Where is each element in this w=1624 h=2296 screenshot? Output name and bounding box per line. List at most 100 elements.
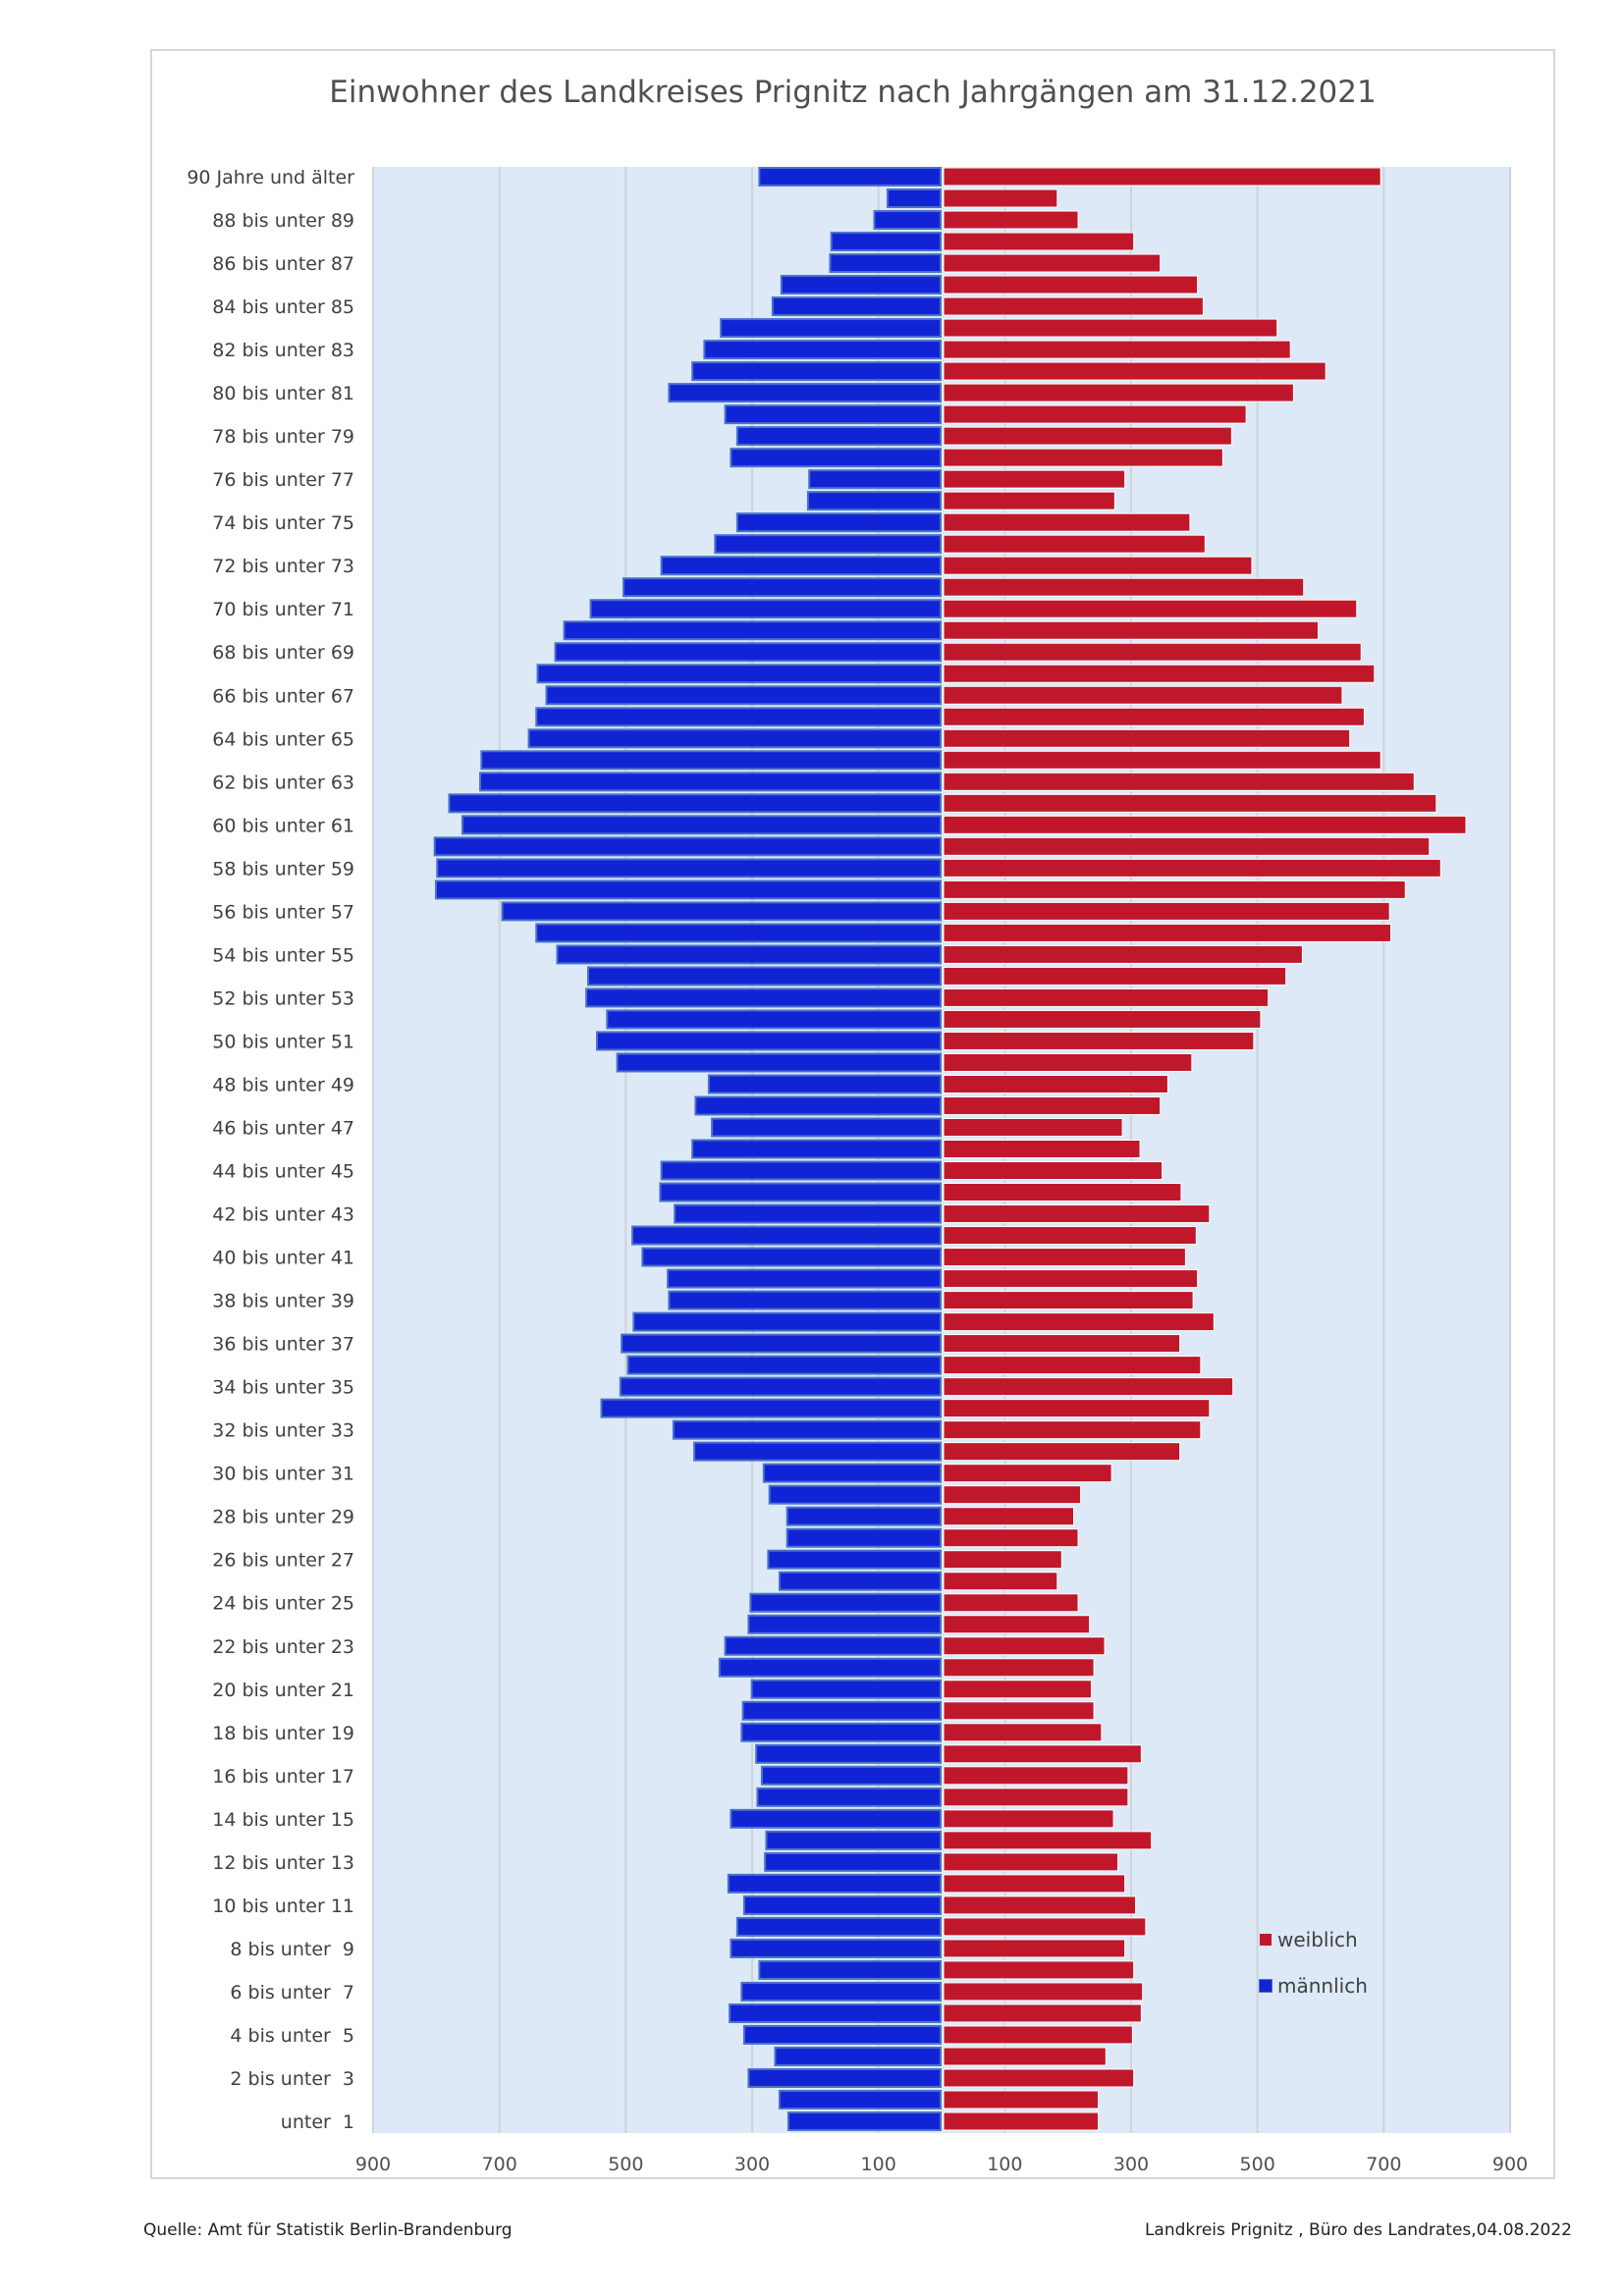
- bar-female: [943, 685, 1343, 705]
- y-tick-label: 54 bis unter 55: [212, 944, 354, 966]
- bar-male: [756, 1787, 943, 1807]
- bar-female: [943, 1464, 1112, 1483]
- bar-female: [943, 577, 1305, 597]
- bar-male: [780, 275, 942, 295]
- y-tick-label: 6 bis unter 7: [224, 1982, 354, 2003]
- bar-female: [943, 1399, 1211, 1418]
- bar-female: [943, 1248, 1186, 1267]
- bar-female: [943, 556, 1253, 575]
- bar-male: [830, 232, 942, 252]
- bar-male: [536, 664, 942, 684]
- bar-male: [693, 1441, 942, 1462]
- bar-female: [943, 469, 1126, 489]
- chart-title: Einwohner des Landkreises Prignitz nach …: [329, 75, 1377, 110]
- source-note: Quelle: Amt für Statistik Berlin-Branden…: [143, 2220, 513, 2240]
- credit-note: Landkreis Prignitz , Büro des Landrates,…: [1144, 2220, 1572, 2240]
- bar-female: [943, 1507, 1075, 1526]
- bar-male: [535, 707, 942, 727]
- y-tick-label: 44 bis unter 45: [212, 1161, 354, 1183]
- bar-male: [808, 469, 942, 490]
- bar-female: [943, 858, 1441, 878]
- bar-female: [943, 1291, 1194, 1310]
- bar-female: [943, 2025, 1133, 2045]
- bar-female: [943, 167, 1381, 187]
- bar-male: [764, 1851, 942, 1872]
- y-tick-label: 22 bis unter 23: [212, 1636, 354, 1658]
- x-tick-label: 900: [1492, 2154, 1528, 2175]
- bar-male: [433, 836, 942, 857]
- bar-male: [694, 1095, 942, 1116]
- bar-female: [943, 1572, 1058, 1591]
- bar-male: [672, 1419, 942, 1440]
- bar-female: [943, 707, 1365, 726]
- bar-male: [735, 1916, 943, 1937]
- bar-female: [943, 340, 1291, 359]
- y-tick-label: 64 bis unter 65: [212, 728, 354, 750]
- bar-male: [735, 426, 943, 447]
- bar-female: [943, 815, 1467, 834]
- bar-female: [943, 750, 1381, 770]
- y-tick-label: 60 bis unter 61: [212, 815, 354, 836]
- y-tick-label: 82 bis unter 83: [212, 340, 354, 361]
- x-tick-label: 700: [482, 2154, 517, 2175]
- bar-male: [589, 599, 942, 619]
- bar-female: [943, 296, 1204, 316]
- bar-female: [943, 1052, 1193, 1072]
- bar-male: [623, 577, 943, 598]
- bar-female: [943, 2068, 1135, 2088]
- bar-male: [767, 1549, 942, 1570]
- bar-female: [943, 1982, 1144, 2002]
- legend-item-male: männlich: [1259, 1974, 1368, 1998]
- y-tick-label: 14 bis unter 15: [212, 1809, 354, 1831]
- y-tick-label: 24 bis unter 25: [212, 1593, 354, 1615]
- y-tick-label: 38 bis unter 39: [212, 1291, 354, 1312]
- bar-female: [943, 1744, 1142, 1764]
- bar-female: [943, 1550, 1062, 1570]
- bar-female: [943, 2090, 1100, 2109]
- legend-swatch-female: [1260, 1934, 1272, 1946]
- y-tick-label: 68 bis unter 69: [212, 642, 354, 664]
- bar-female: [943, 253, 1162, 273]
- bar-female: [943, 1723, 1103, 1742]
- bar-male: [886, 188, 943, 209]
- y-tick-label: 76 bis unter 77: [212, 469, 354, 491]
- bar-male: [778, 2089, 943, 2109]
- bar-female: [943, 2111, 1100, 2131]
- y-tick-label: 26 bis unter 27: [212, 1550, 354, 1572]
- bar-female: [943, 1031, 1255, 1050]
- bar-female: [943, 188, 1058, 208]
- bar-male: [501, 901, 942, 922]
- bar-female: [943, 836, 1431, 856]
- bar-female: [943, 383, 1294, 402]
- bar-male: [659, 1182, 942, 1202]
- y-tick-label: 90 Jahre und älter: [187, 167, 354, 188]
- bar-male: [758, 1959, 943, 1980]
- bar-male: [626, 1355, 942, 1375]
- bar-female: [943, 491, 1115, 510]
- bar-female: [943, 404, 1247, 424]
- bar-male: [619, 1376, 943, 1397]
- bar-male: [668, 1290, 942, 1310]
- y-tick-label: 42 bis unter 43: [212, 1204, 354, 1226]
- y-tick-label: 74 bis unter 75: [212, 512, 354, 534]
- bar-male: [765, 1830, 942, 1850]
- bar-female: [943, 1766, 1129, 1786]
- bar-male: [691, 1139, 942, 1159]
- bar-male: [641, 1247, 942, 1267]
- bar-male: [873, 210, 943, 231]
- bar-male: [479, 772, 942, 792]
- bar-male: [768, 1484, 943, 1505]
- bar-female: [943, 988, 1270, 1007]
- bar-female: [943, 1896, 1137, 1915]
- bar-male: [718, 1657, 942, 1678]
- bar-male: [806, 491, 943, 511]
- x-tick-label: 500: [608, 2154, 643, 2175]
- bar-female: [943, 1420, 1202, 1440]
- y-tick-label: 8 bis unter 9: [224, 1939, 354, 1960]
- bar-female: [943, 1874, 1126, 1894]
- bar-male: [480, 750, 942, 771]
- x-tick-label: 300: [734, 2154, 770, 2175]
- bar-male: [785, 1527, 942, 1548]
- bar-female: [943, 1183, 1182, 1202]
- x-tick-label: 500: [1240, 2154, 1275, 2175]
